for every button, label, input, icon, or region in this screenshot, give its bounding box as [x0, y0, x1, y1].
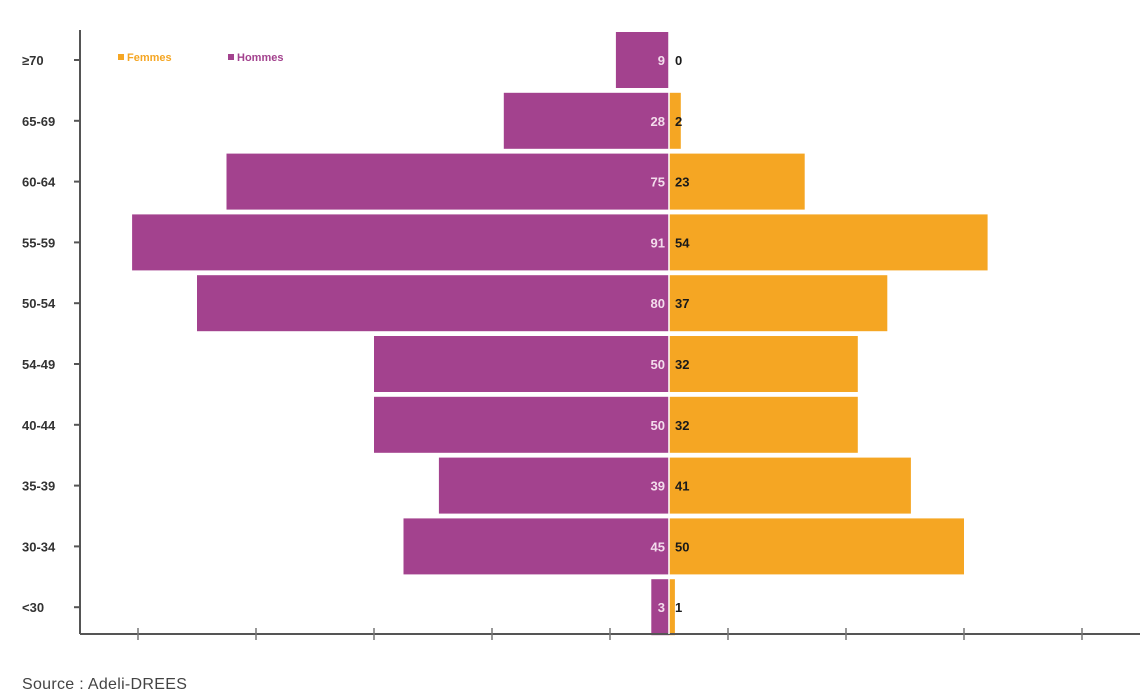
bar-label-femmes: 50 — [675, 539, 689, 554]
bar-hommes — [403, 518, 669, 575]
bar-label-hommes: 28 — [651, 114, 665, 129]
bar-hommes — [132, 214, 670, 271]
y-tick-label: 30-34 — [22, 539, 56, 554]
bar-hommes — [374, 396, 669, 453]
bar-femmes — [669, 396, 858, 453]
source-note: Source : Adeli-DREES — [22, 676, 188, 693]
bars-layer: 9 0 28 2 75 23 91 54 80 37 50 32 50 32 39 41 45 50 3 1 — [132, 32, 988, 636]
y-tick-label: 50-54 — [22, 296, 56, 311]
legend-swatch-femmes — [118, 54, 124, 60]
bar-label-femmes: 41 — [675, 479, 689, 494]
bar-label-hommes: 3 — [658, 600, 665, 615]
bar-label-femmes: 37 — [675, 296, 689, 311]
y-tick-label: 60-64 — [22, 175, 56, 190]
bar-femmes — [669, 579, 675, 636]
chart-legend: Femmes Hommes — [118, 52, 283, 64]
bar-label-hommes: 75 — [651, 175, 665, 190]
y-tick-label: 65-69 — [22, 114, 55, 129]
bar-label-femmes: 32 — [675, 357, 689, 372]
bar-hommes — [503, 92, 669, 149]
bar-label-femmes: 23 — [675, 175, 689, 190]
bar-femmes — [669, 214, 988, 271]
bar-hommes — [651, 579, 669, 636]
bar-label-hommes: 80 — [651, 296, 665, 311]
bar-femmes — [669, 92, 681, 149]
bar-femmes — [669, 275, 888, 332]
y-tick-label: 35-39 — [22, 479, 55, 494]
y-tick-label: 40-44 — [22, 418, 56, 433]
bar-femmes — [669, 518, 964, 575]
y-tick-label: 54-49 — [22, 357, 55, 372]
bar-hommes — [374, 336, 669, 392]
y-tick-label: <30 — [22, 600, 44, 615]
bar-hommes — [438, 457, 669, 514]
legend-label-hommes: Hommes — [237, 52, 283, 64]
bar-femmes — [669, 336, 858, 392]
y-tick-label: ≥70 — [22, 53, 44, 68]
legend-label-femmes: Femmes — [127, 52, 172, 64]
bar-label-hommes: 50 — [651, 418, 665, 433]
bar-label-femmes: 2 — [675, 114, 682, 129]
bar-label-hommes: 91 — [651, 235, 665, 250]
bar-label-femmes: 54 — [675, 235, 690, 250]
bar-label-hommes: 45 — [651, 539, 665, 554]
axes-layer: ≥7065-6960-6455-5950-5454-4940-4435-3930… — [22, 30, 1140, 640]
legend-swatch-hommes — [228, 54, 234, 60]
bar-label-hommes: 39 — [651, 479, 665, 494]
bar-hommes — [226, 153, 669, 210]
bar-label-femmes: 32 — [675, 418, 689, 433]
bar-label-femmes: 1 — [675, 600, 682, 615]
bar-label-hommes: 50 — [651, 357, 665, 372]
bar-femmes — [669, 153, 805, 210]
bar-femmes — [669, 457, 911, 514]
bar-label-femmes: 0 — [675, 53, 682, 68]
y-tick-label: 55-59 — [22, 235, 55, 250]
bar-hommes — [615, 32, 669, 88]
bar-hommes — [197, 275, 669, 332]
bar-label-hommes: 9 — [658, 53, 665, 68]
